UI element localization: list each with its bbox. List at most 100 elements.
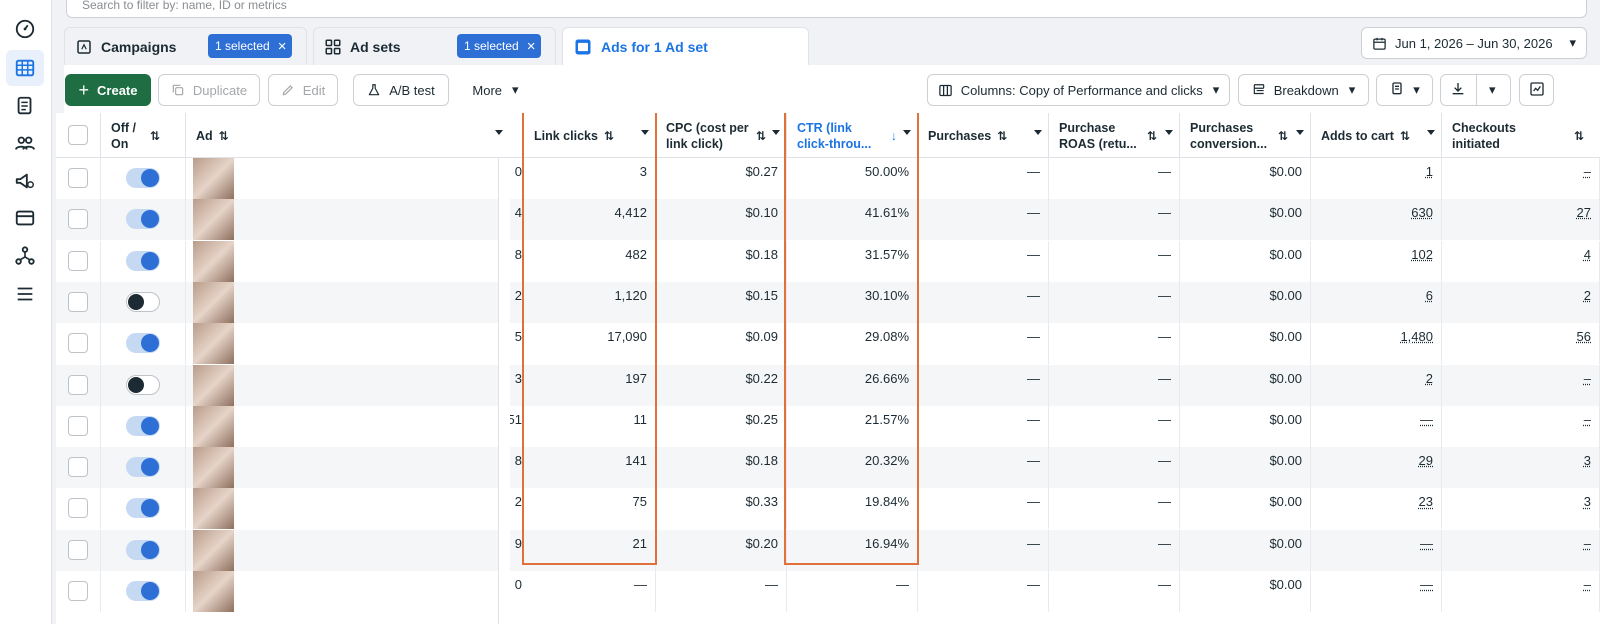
header-adds-to-cart[interactable]: Adds to cart ⇅	[1311, 113, 1442, 158]
ad-sets-selected-badge[interactable]: 1 selected ×	[457, 34, 542, 58]
cell-checkouts[interactable]: 3	[1442, 447, 1600, 489]
cell-adds-to-cart[interactable]: —	[1311, 529, 1442, 571]
nav-events-manager[interactable]	[6, 238, 44, 274]
ad-thumbnail[interactable]	[193, 199, 234, 241]
create-button[interactable]: + Create	[65, 74, 151, 106]
nav-audiences[interactable]	[6, 125, 44, 161]
export-button[interactable]: ▾	[1440, 74, 1511, 106]
ad-thumbnail[interactable]	[193, 158, 234, 199]
columns-button[interactable]: Columns: Copy of Performance and clicks …	[927, 74, 1230, 106]
cell-checkouts[interactable]: –	[1442, 158, 1600, 199]
cell-checkouts[interactable]: –	[1442, 571, 1600, 612]
chevron-down-icon[interactable]	[495, 130, 503, 135]
table-row[interactable]: 51 11 $0.25 21.57% — — $0.00 — –	[56, 405, 1600, 447]
table-row[interactable]: 8 482 $0.18 31.57% — — $0.00 102 4	[56, 240, 1600, 282]
row-checkbox[interactable]	[68, 250, 88, 271]
cell-adds-to-cart[interactable]: 630	[1311, 199, 1442, 241]
cell-adds-to-cart[interactable]: 6	[1311, 281, 1442, 323]
cell-checkouts[interactable]: –	[1442, 364, 1600, 406]
nav-reports[interactable]	[6, 88, 44, 124]
clear-ad-sets-icon[interactable]: ×	[526, 37, 536, 55]
row-checkbox[interactable]	[68, 539, 88, 560]
row-checkbox[interactable]	[68, 291, 88, 312]
table-row[interactable]: 9 21 $0.20 16.94% — — $0.00 — –	[56, 529, 1600, 571]
cell-checkouts[interactable]: 3	[1442, 488, 1600, 530]
ad-thumbnail[interactable]	[193, 488, 234, 530]
cell-checkouts[interactable]: 2	[1442, 281, 1600, 323]
delivery-toggle[interactable]	[126, 250, 160, 271]
edit-button[interactable]: Edit	[268, 74, 338, 106]
row-checkbox[interactable]	[68, 374, 88, 395]
table-row[interactable]: 5 17,090 $0.09 29.08% — — $0.00 1,480 56	[56, 323, 1600, 365]
table-row[interactable]: 4 4,412 $0.10 41.61% — — $0.00 630 27	[56, 199, 1600, 241]
row-checkbox[interactable]	[68, 498, 88, 519]
cell-adds-to-cart[interactable]: 2	[1311, 364, 1442, 406]
delivery-toggle[interactable]	[126, 333, 160, 354]
ad-thumbnail[interactable]	[193, 323, 234, 365]
clear-campaigns-icon[interactable]: ×	[277, 37, 287, 55]
chevron-down-icon[interactable]	[1296, 130, 1304, 135]
nav-ads-manager[interactable]	[6, 50, 44, 86]
header-checkouts[interactable]: Checkouts initiated ⇅	[1442, 113, 1600, 158]
chevron-down-icon[interactable]	[903, 130, 911, 135]
header-off-on[interactable]: Off / On ⇅	[101, 113, 186, 158]
tab-campaigns[interactable]: Campaigns 1 selected ×	[64, 27, 307, 65]
cell-adds-to-cart[interactable]: —	[1311, 405, 1442, 447]
reports-button[interactable]: ▾	[1376, 74, 1433, 106]
cell-checkouts[interactable]: –	[1442, 405, 1600, 447]
tab-ad-sets[interactable]: Ad sets 1 selected ×	[313, 27, 556, 65]
ad-thumbnail[interactable]	[193, 281, 234, 323]
nav-billing[interactable]	[6, 200, 44, 236]
cell-adds-to-cart[interactable]: 1	[1311, 158, 1442, 199]
chevron-down-icon[interactable]	[772, 130, 780, 135]
sort-icon[interactable]: ⇅	[603, 128, 614, 143]
sort-icon[interactable]: ⇅	[1399, 128, 1410, 143]
delivery-toggle[interactable]	[126, 168, 160, 188]
delivery-toggle[interactable]	[126, 291, 160, 312]
nav-overview[interactable]	[6, 11, 44, 47]
header-cpc[interactable]: CPC (cost per link click) ⇅	[656, 113, 787, 158]
tab-ads[interactable]: Ads for 1 Ad set	[562, 27, 809, 65]
header-link-clicks[interactable]: Link clicks ⇅	[524, 113, 656, 158]
date-range-picker[interactable]: Jun 1, 2026 – Jun 30, 2026 ▾	[1361, 27, 1587, 59]
header-purchase-roas[interactable]: Purchase ROAS (retu... ⇅	[1049, 113, 1180, 158]
chevron-down-icon[interactable]: ▾	[1489, 82, 1496, 97]
sort-icon[interactable]: ⇅	[150, 128, 161, 143]
chevron-down-icon[interactable]	[1165, 130, 1173, 135]
chevron-down-icon[interactable]	[1034, 130, 1042, 135]
sort-icon[interactable]: ⇅	[1277, 128, 1288, 143]
sort-icon[interactable]: ⇅	[218, 128, 229, 143]
more-button[interactable]: More ▾	[458, 74, 533, 106]
duplicate-button[interactable]: Duplicate	[158, 74, 260, 106]
row-checkbox[interactable]	[68, 168, 88, 188]
delivery-toggle[interactable]	[126, 209, 160, 230]
sort-icon[interactable]: ⇅	[755, 128, 766, 143]
nav-all-tools[interactable]	[6, 276, 44, 312]
chevron-down-icon[interactable]	[641, 130, 649, 135]
breakdown-button[interactable]: Breakdown ▾	[1238, 74, 1369, 106]
cell-checkouts[interactable]: 27	[1442, 199, 1600, 241]
delivery-toggle[interactable]	[126, 498, 160, 519]
sort-icon[interactable]: ⇅	[1146, 128, 1157, 143]
sort-descending-icon[interactable]: ↓	[891, 128, 897, 143]
delivery-toggle[interactable]	[126, 415, 160, 436]
cell-adds-to-cart[interactable]: 102	[1311, 240, 1442, 282]
sort-icon[interactable]: ⇅	[1573, 128, 1584, 143]
search-input[interactable]: Search to filter by: name, ID or metrics	[66, 0, 1587, 18]
delivery-toggle[interactable]	[126, 457, 160, 478]
header-ad[interactable]: Ad ⇅	[186, 113, 511, 158]
ad-thumbnail[interactable]	[193, 571, 234, 612]
table-row[interactable]: 2 1,120 $0.15 30.10% — — $0.00 6 2	[56, 281, 1600, 323]
row-checkbox[interactable]	[68, 457, 88, 478]
ad-thumbnail[interactable]	[193, 364, 234, 406]
header-purchases-conversion[interactable]: Purchases conversion... ⇅	[1180, 113, 1311, 158]
cell-adds-to-cart[interactable]: 23	[1311, 488, 1442, 530]
chevron-down-icon[interactable]	[1427, 130, 1435, 135]
cell-checkouts[interactable]: –	[1442, 529, 1600, 571]
charts-button[interactable]	[1519, 74, 1554, 106]
cell-checkouts[interactable]: 4	[1442, 240, 1600, 282]
ab-test-button[interactable]: A/B test	[353, 74, 449, 106]
ad-thumbnail[interactable]	[193, 447, 234, 489]
header-purchases[interactable]: Purchases ⇅	[918, 113, 1049, 158]
row-checkbox[interactable]	[68, 333, 88, 354]
